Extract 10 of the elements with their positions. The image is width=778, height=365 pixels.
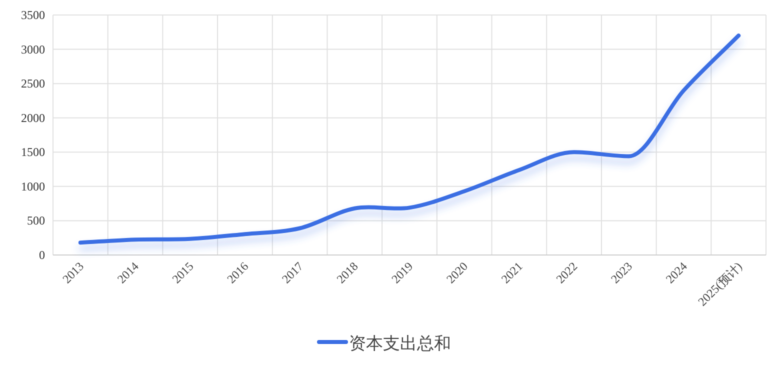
y-tick-label: 1500 (21, 145, 45, 160)
y-tick-label: 1000 (21, 179, 45, 194)
legend-label: 资本支出总和 (349, 334, 451, 353)
y-tick-label: 2500 (21, 76, 45, 91)
y-tick-label: 2000 (21, 110, 45, 125)
y-tick-label: 0 (39, 248, 45, 262)
line-series (78, 34, 741, 245)
y-tick-label: 3500 (21, 8, 45, 22)
y-tick-label: 500 (27, 214, 45, 228)
y-tick-label: 3000 (21, 42, 45, 56)
